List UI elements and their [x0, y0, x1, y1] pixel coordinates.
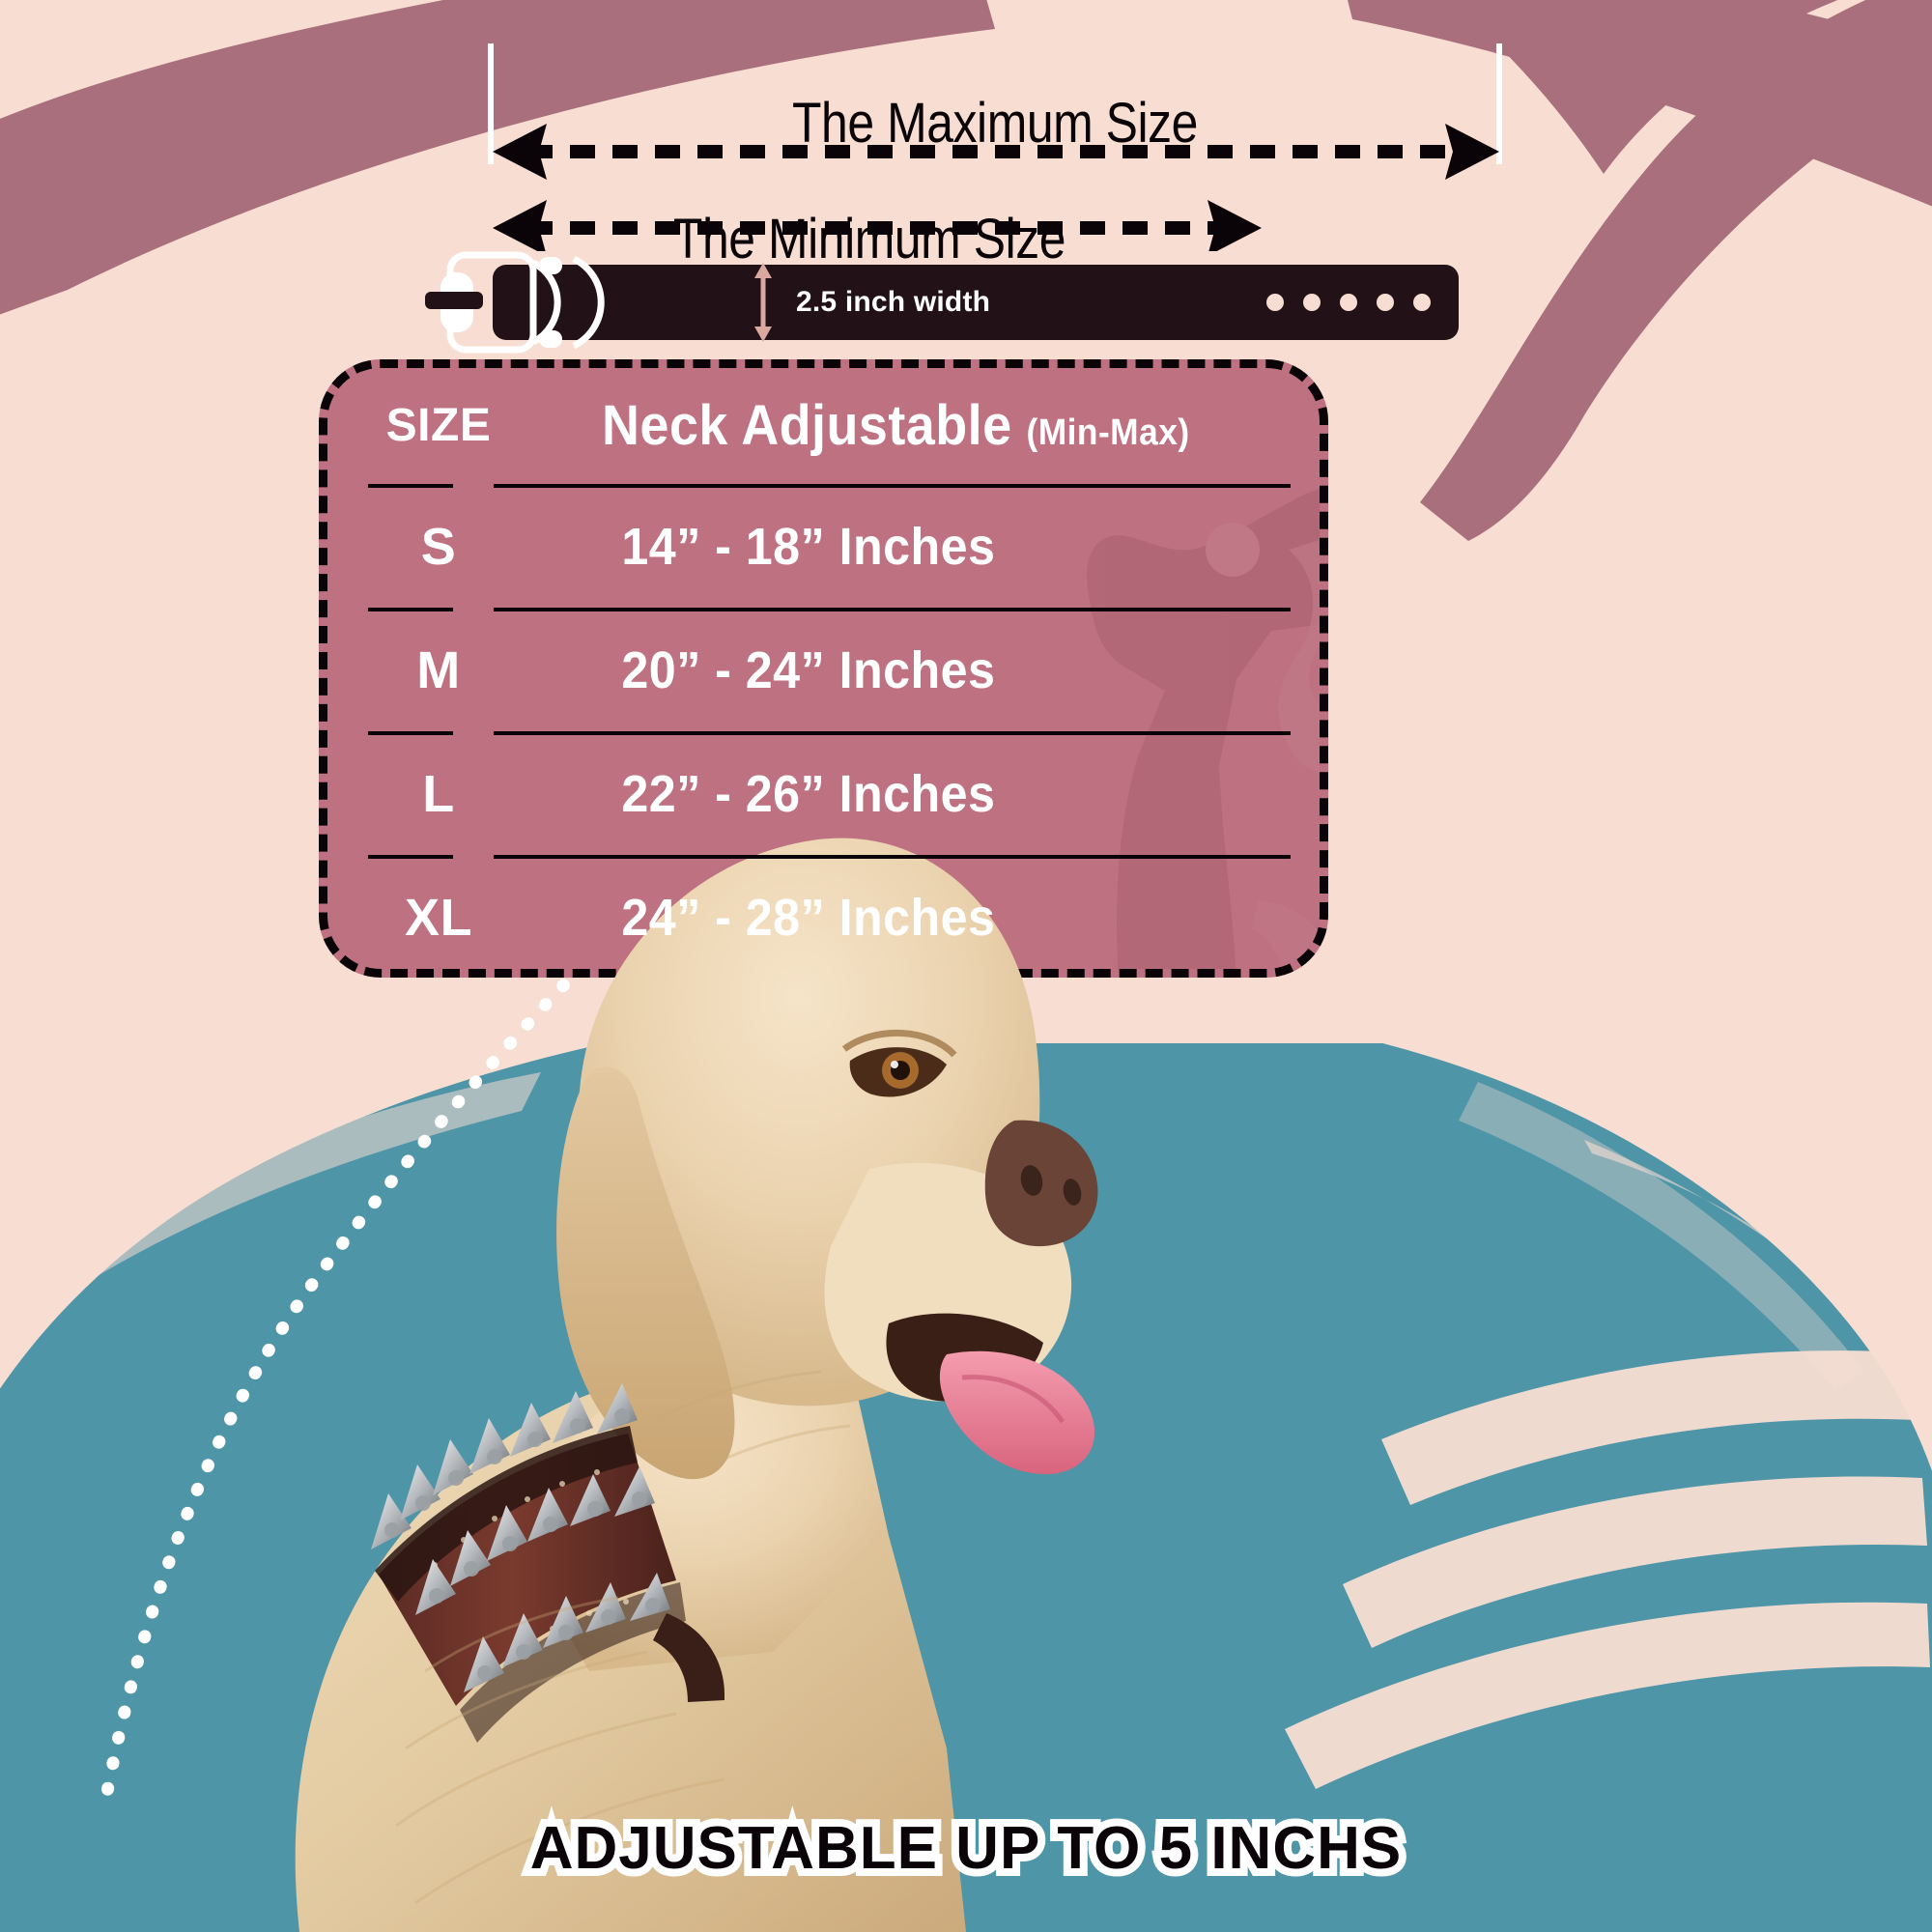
spiked-collar: [371, 1383, 725, 1743]
buckle-prong: [425, 292, 483, 309]
max-size-arrow: [488, 43, 1502, 180]
size-table: SIZE Neck Adjustable (Min-Max) S 14” - 1…: [319, 359, 1328, 978]
row-divider: [368, 608, 453, 611]
row-neck-value: 14” - 18” Inches: [621, 518, 996, 576]
row-size-label: S: [420, 518, 457, 576]
row-divider: [368, 484, 453, 488]
collar-width-label: 2.5 inch width: [796, 286, 991, 318]
column-header-neck: Neck Adjustable (Min-Max): [550, 393, 1265, 458]
measurement-arrows-group: The Maximum Size The Minimum Size: [483, 39, 1507, 270]
dog-photo: [295, 838, 1098, 1932]
dog-eye: [841, 1030, 957, 1097]
column-header-size: SIZE: [385, 399, 492, 451]
row-divider: [494, 608, 1291, 611]
row-divider: [494, 731, 1291, 735]
collar-illustration: 2.5 inch width: [425, 249, 1526, 355]
min-size-arrow: [493, 200, 1262, 251]
row-size-label: L: [422, 765, 455, 823]
collar-hole: [1377, 294, 1394, 311]
row-divider: [494, 855, 1291, 859]
dog-tongue: [939, 1350, 1095, 1475]
max-size-label: The Maximum Size: [792, 92, 1198, 155]
collar-hole: [1340, 294, 1357, 311]
column-header-neck-text: Neck Adjustable: [601, 393, 1012, 457]
dog-ear: [556, 1066, 735, 1480]
collar-hole: [1303, 294, 1321, 311]
row-divider: [368, 731, 453, 735]
dog-mouth: [886, 1313, 1095, 1475]
dotted-guide-curve: [99, 810, 733, 1804]
collar-width-arrow: [754, 263, 772, 342]
table-row: L 22” - 26” Inches: [327, 733, 1320, 855]
row-neck-value: 24” - 28” Inches: [621, 889, 996, 947]
row-size-label: XL: [404, 889, 472, 947]
row-size-label: M: [416, 641, 461, 699]
row-neck-value: 22” - 26” Inches: [621, 765, 996, 823]
collar-strap: [493, 265, 1459, 340]
row-divider: [494, 484, 1291, 488]
row-neck-value: 20” - 24” Inches: [621, 641, 996, 699]
table-header-row: SIZE Neck Adjustable (Min-Max): [327, 368, 1320, 482]
collar-hole: [1266, 294, 1284, 311]
peach-brush-strokes: [1285, 1140, 1930, 1789]
footer-caption: ADJUSTABLE UP TO 5 INCHS: [523, 1807, 1408, 1889]
column-header-neck-suffix: (Min-Max): [1026, 412, 1190, 453]
fur-texture: [395, 1370, 851, 1905]
table-row: S 14” - 18” Inches: [327, 486, 1320, 608]
table-row: XL 24” - 28” Inches: [327, 857, 1320, 969]
table-row: M 20” - 24” Inches: [327, 610, 1320, 731]
row-divider: [368, 855, 453, 859]
collar-hole: [1413, 294, 1431, 311]
min-size-label: The Minimum Size: [672, 208, 1066, 270]
